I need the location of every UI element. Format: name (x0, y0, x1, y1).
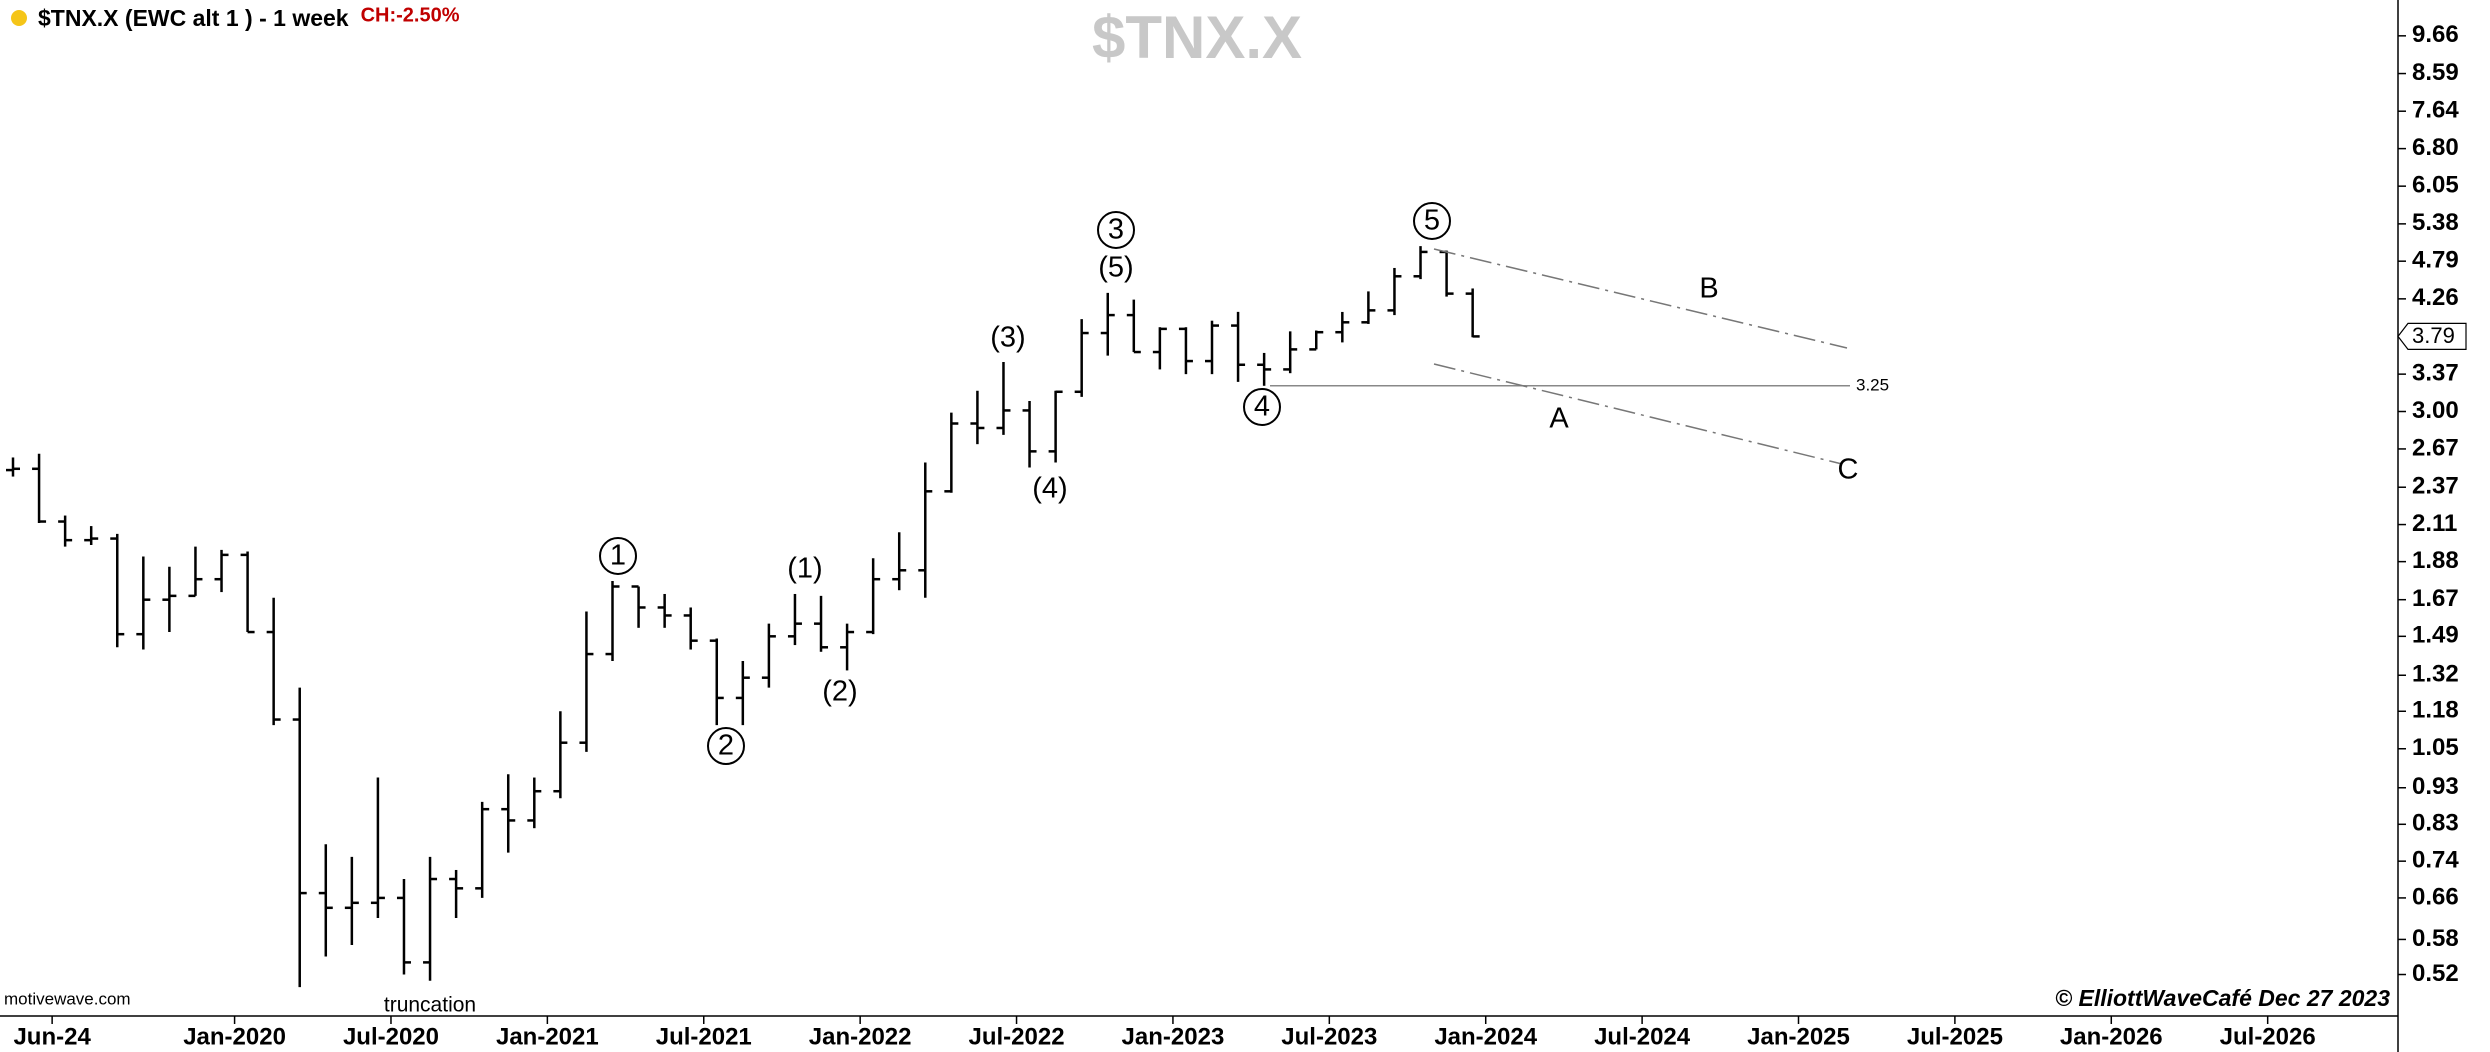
status-dot (11, 10, 27, 26)
x-tick-label: Jun-24 (13, 1023, 91, 1050)
wave-label: 4 (1254, 391, 1270, 423)
chart-header: $TNX.X (EWC alt 1 ) - 1 week (38, 5, 349, 31)
wave-label: (3) (990, 322, 1025, 354)
wave-label: (2) (822, 676, 857, 708)
y-tick-label: 0.74 (2412, 847, 2459, 874)
projection-line (1433, 248, 1848, 349)
y-tick-label: 2.37 (2412, 473, 2459, 500)
change-label: CH:-2.50% (361, 4, 460, 26)
wave-circle (707, 727, 745, 765)
y-tick-label: 0.83 (2412, 810, 2459, 837)
wave-label: (4) (1032, 473, 1067, 505)
y-tick-label: 1.32 (2412, 661, 2459, 688)
projection-line (1433, 363, 1843, 465)
price-marker (2397, 322, 2467, 351)
x-tick-label: Jan-2026 (2060, 1023, 2163, 1050)
x-tick-label: Jul-2024 (1594, 1023, 1691, 1050)
y-tick-label: 2.67 (2412, 434, 2459, 461)
y-tick-label: 0.52 (2412, 960, 2459, 987)
x-tick-label: Jul-2026 (2220, 1023, 2316, 1050)
x-tick-label: Jul-2021 (656, 1023, 752, 1050)
copyright: © ElliottWaveCafé Dec 27 2023 (2055, 985, 2390, 1011)
wave-label: truncation (384, 994, 476, 1017)
wave-circle (1097, 211, 1135, 249)
wave-label: (5) (1098, 252, 1133, 284)
y-tick-label: 6.05 (2412, 172, 2459, 199)
y-tick-label: 1.88 (2412, 547, 2459, 574)
y-tick-label: 5.38 (2412, 209, 2459, 236)
wave-circle (1413, 202, 1451, 240)
chart-title: $TNX.X (1092, 4, 1302, 71)
wave-circle (1243, 388, 1281, 426)
wave-label: 2 (718, 730, 734, 762)
y-tick-label: 6.80 (2412, 134, 2459, 161)
y-tick-label: 0.93 (2412, 773, 2459, 800)
y-tick-label: 1.49 (2412, 622, 2459, 649)
wave-circle (599, 537, 637, 575)
y-tick-label: 4.79 (2412, 247, 2459, 274)
x-tick-label: Jan-2021 (496, 1023, 599, 1050)
wave-label: B (1699, 273, 1718, 305)
wave-label: (1) (787, 553, 822, 585)
x-tick-label: Jul-2025 (1907, 1023, 2003, 1050)
x-tick-label: Jul-2022 (969, 1023, 1065, 1050)
price-label: 3.79 (2412, 323, 2455, 348)
source-label: motivewave.com (4, 989, 131, 1008)
y-tick-label: 3.00 (2412, 397, 2459, 424)
y-tick-label: 8.59 (2412, 59, 2459, 86)
x-tick-label: Jan-2023 (1122, 1023, 1225, 1050)
wave-label: 3 (1108, 214, 1124, 246)
y-tick-label: 0.58 (2412, 925, 2459, 952)
y-tick-label: 1.18 (2412, 697, 2459, 724)
x-tick-label: Jan-2024 (1434, 1023, 1537, 1050)
y-tick-label: 7.64 (2412, 97, 2459, 124)
x-tick-label: Jan-2020 (183, 1023, 286, 1050)
y-tick-label: 9.66 (2412, 21, 2459, 48)
wave-label: 5 (1424, 205, 1440, 237)
x-tick-label: Jan-2025 (1747, 1023, 1850, 1050)
wave-label: A (1549, 403, 1569, 435)
x-tick-label: Jan-2022 (809, 1023, 912, 1050)
wave-label: C (1838, 454, 1859, 486)
x-tick-label: Jul-2020 (343, 1023, 439, 1050)
y-tick-label: 4.26 (2412, 284, 2459, 311)
y-tick-label: 1.67 (2412, 585, 2459, 612)
wave-label: 1 (610, 540, 626, 572)
x-tick-label: Jul-2023 (1281, 1023, 1377, 1050)
level-label: 3.25 (1856, 375, 1889, 394)
y-tick-label: 2.11 (2412, 510, 2457, 537)
y-tick-label: 0.66 (2412, 883, 2459, 910)
y-tick-label: 3.37 (2412, 359, 2459, 386)
y-tick-label: 1.05 (2412, 734, 2459, 761)
